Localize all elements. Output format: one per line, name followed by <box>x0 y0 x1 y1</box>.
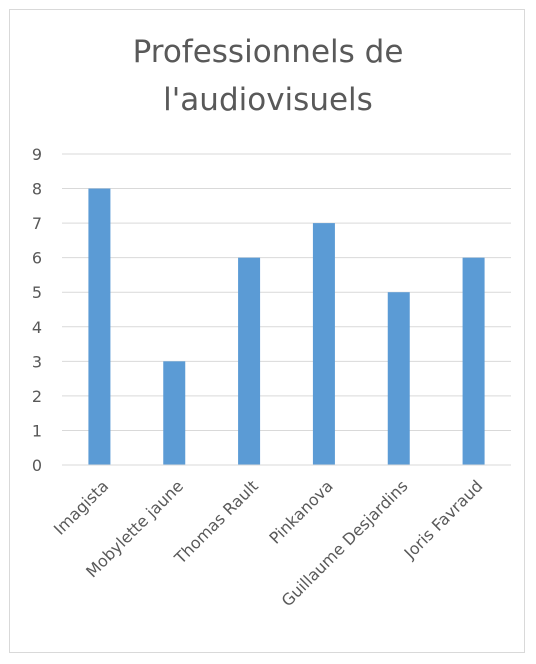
y-tick-label: 1 <box>32 421 42 440</box>
y-tick-label: 7 <box>32 214 42 233</box>
y-tick-label: 9 <box>32 145 42 164</box>
x-tick-label: Joris Favraud <box>400 476 487 563</box>
y-tick-label: 3 <box>32 352 42 371</box>
bar-2 <box>238 257 261 465</box>
chart-title-line-1: Professionnels de <box>132 34 404 70</box>
y-tick-label: 0 <box>32 456 42 475</box>
bar-0 <box>88 188 111 466</box>
bar-3 <box>312 223 335 465</box>
y-tick-label: 2 <box>32 387 42 406</box>
chart-title: Professionnels de l'audiovisuels <box>0 28 536 124</box>
gridlines <box>62 153 511 431</box>
y-tick-label: 6 <box>32 249 42 268</box>
bar-5 <box>462 257 485 465</box>
bars <box>88 188 485 466</box>
y-axis-ticks: 0 1 2 3 4 5 6 7 8 9 <box>32 145 42 475</box>
y-tick-label: 8 <box>32 180 42 199</box>
x-tick-label: Imagista <box>50 476 112 538</box>
x-tick-label: Pinkanova <box>265 476 336 547</box>
y-tick-label: 5 <box>32 283 42 302</box>
x-tick-label: Guillaume Desjardins <box>278 476 412 610</box>
bar-4 <box>387 292 410 465</box>
chart-title-line-2: l'audiovisuels <box>163 82 373 118</box>
y-tick-label: 4 <box>32 318 42 337</box>
bar-1 <box>163 361 186 465</box>
